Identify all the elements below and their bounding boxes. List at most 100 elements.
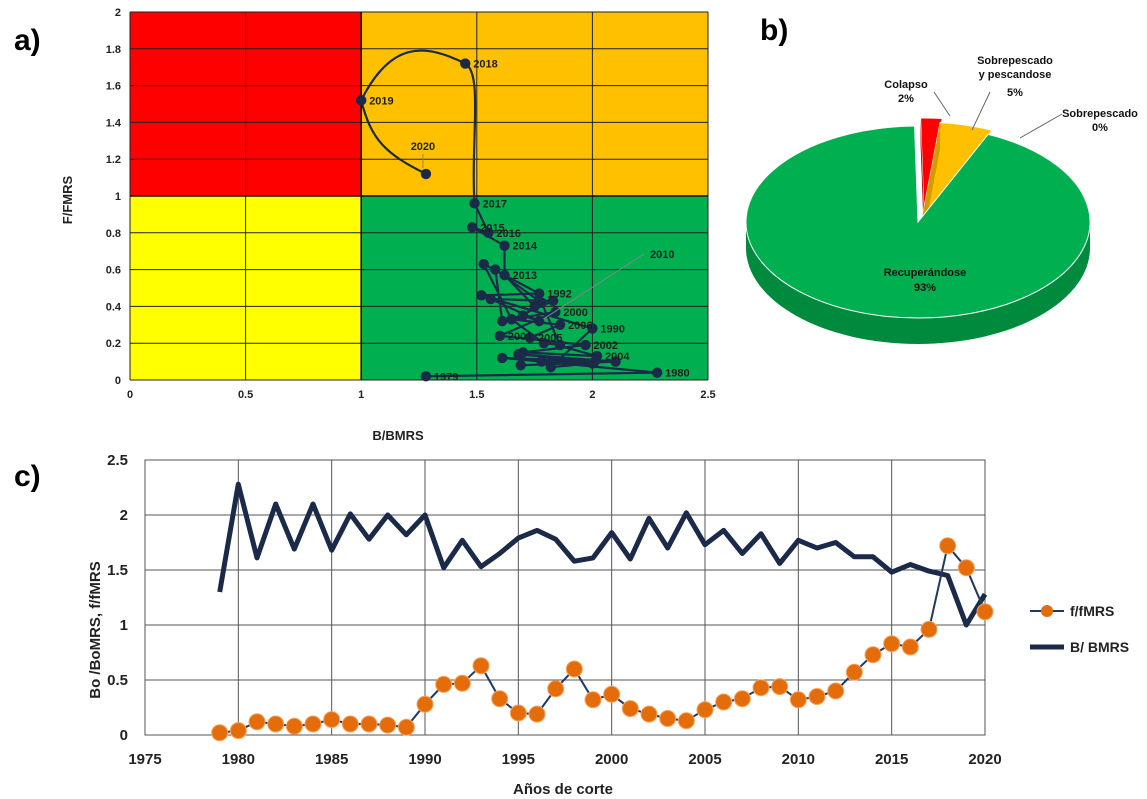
- series-marker-f-fmrs: [379, 716, 397, 734]
- series-marker-f-fmrs: [472, 657, 490, 675]
- kobe-year-label-1980: 1980: [665, 368, 689, 380]
- series-marker-f-fmrs: [565, 660, 583, 678]
- timeseries-x-tick-label: 1975: [128, 751, 161, 768]
- legend-label-b-bmrs: B/ BMRS: [1070, 639, 1129, 655]
- kobe-y-tick-label: 1.4: [106, 117, 122, 129]
- series-marker-f-fmrs: [584, 691, 602, 709]
- timeseries-y-tick-label: 0: [120, 727, 128, 744]
- kobe-year-label-2018: 2018: [473, 59, 497, 71]
- kobe-y-axis-label: F/FMRS: [60, 175, 75, 224]
- kobe-point-1984: [610, 356, 621, 367]
- kobe-point-2011: [517, 310, 529, 321]
- series-marker-f-fmrs: [435, 675, 453, 693]
- series-marker-f-fmrs: [883, 635, 901, 653]
- series-marker-f-fmrs: [696, 701, 714, 719]
- kobe-point-1990: [587, 323, 598, 334]
- kobe-point-1995: [538, 338, 550, 349]
- kobe-x-tick-label: 2: [589, 389, 595, 401]
- kobe-y-tick-label: 1.2: [106, 154, 121, 166]
- pie-leader-colapso: [933, 91, 951, 117]
- timeseries-series: [211, 481, 994, 742]
- timeseries-x-tick-label: 2000: [595, 751, 628, 768]
- series-marker-f-fmrs: [304, 715, 322, 733]
- kobe-year-label-2000: 2000: [563, 307, 587, 319]
- kobe-year-label-1979: 1979: [434, 371, 458, 383]
- kobe-point-1981: [497, 352, 508, 364]
- series-marker-f-fmrs: [341, 715, 359, 733]
- timeseries-gridlines: [144, 459, 986, 736]
- kobe-year-label-2005: 2005: [538, 333, 562, 345]
- series-marker-f-fmrs: [864, 646, 882, 664]
- kobe-y-tick-label: 0.8: [106, 228, 121, 240]
- kobe-y-tick-label: 2: [115, 7, 121, 19]
- series-marker-f-fmrs: [715, 693, 733, 711]
- panel-b-letter: b): [760, 14, 788, 47]
- kobe-points: [356, 58, 663, 382]
- kobe-year-label-2010: 2010: [650, 249, 674, 261]
- series-marker-f-fmrs: [547, 680, 565, 698]
- timeseries-x-tick-label: 2015: [875, 751, 908, 768]
- series-marker-f-fmrs: [957, 559, 975, 577]
- series-marker-f-fmrs: [267, 715, 285, 733]
- kobe-year-label-2004: 2004: [605, 351, 630, 363]
- kobe-zone-orange: [361, 12, 708, 196]
- series-marker-f-fmrs: [939, 537, 957, 555]
- kobe-point-1991: [476, 290, 487, 301]
- pie-pct-sobrepescado: 0%: [1092, 122, 1108, 134]
- timeseries-x-tick-label: 1985: [315, 751, 348, 768]
- kobe-year-label-2001: 2001: [508, 331, 532, 343]
- timeseries-x-axis-label: Años de corte: [513, 781, 613, 798]
- timeseries-y-tick-label: 1.5: [107, 562, 128, 579]
- series-marker-f-fmrs: [621, 700, 639, 718]
- series-marker-f-fmrs: [733, 690, 751, 708]
- kobe-point-2016: [483, 227, 494, 238]
- timeseries-axes: 0 0.5 1 1.5 2 2.5 1975 1980 1985 1990 1995 2000 2005…: [107, 452, 1002, 768]
- timeseries-x-tick-label: 2020: [968, 751, 1001, 768]
- pie-slice-recuper-ndose: [745, 125, 1091, 319]
- series-marker-f-fmrs: [323, 711, 341, 729]
- kobe-x-tick-label: 1.5: [469, 389, 484, 401]
- kobe-point-2004: [591, 350, 603, 362]
- kobe-x-tick-label: 1: [358, 389, 364, 401]
- timeseries-x-tick-label: 1995: [502, 751, 535, 768]
- series-marker-f-fmrs: [845, 663, 863, 681]
- kobe-gridlines: [129, 11, 709, 381]
- pie-label-sobrepescado-y-pescandose-2: y pescandose: [979, 69, 1052, 81]
- series-marker-f-fmrs: [285, 717, 303, 735]
- series-marker-f-fmrs: [827, 682, 845, 700]
- kobe-point-2007: [506, 314, 517, 325]
- kobe-y-tick-label: 0: [115, 375, 121, 387]
- pie-pct-recuperandose: 93%: [914, 282, 936, 294]
- pie-label-sobrepescado: Sobrepescado: [1062, 108, 1138, 120]
- timeseries-x-tick-label: 2010: [782, 751, 815, 768]
- kobe-y-tick-label: 0.2: [106, 338, 121, 350]
- kobe-axes: 0 0.2 0.4 0.6 0.8 1 1.2 1.4 1.6 1.8 2 0 0.5 1 1.5 2 2.5: [106, 7, 716, 401]
- panel-c-letter: c): [14, 460, 41, 493]
- kobe-zones: [130, 12, 708, 380]
- kobe-y-tick-label: 1.6: [106, 81, 121, 93]
- kobe-year-label-1992: 1992: [547, 289, 571, 301]
- pie-pct-sobrepescado-y-pescandose: 5%: [1007, 87, 1023, 99]
- kobe-point-2010: [534, 315, 545, 327]
- series-marker-f-fmrs: [528, 705, 546, 723]
- kobe-y-tick-label: 1: [115, 191, 121, 203]
- series-marker-f-fmrs: [397, 718, 415, 736]
- pie-side-recuperandose: [746, 222, 1090, 344]
- timeseries-x-tick-label: 2005: [688, 751, 721, 768]
- timeseries-y-tick-label: 0.5: [107, 672, 128, 689]
- kobe-point-2005: [524, 332, 536, 343]
- pie-label-sobrepescado-y-pescandose-1: Sobrepescado: [977, 55, 1053, 67]
- series-marker-f-fmrs: [211, 724, 229, 742]
- kobe-point-1980: [651, 367, 663, 378]
- series-marker-f-fmrs: [771, 678, 789, 696]
- kobe-point-2012: [529, 301, 540, 312]
- kobe-point-2014: [499, 240, 510, 251]
- kobe-point-2008: [547, 295, 559, 307]
- kobe-point-2017: [469, 198, 480, 209]
- kobe-point-1998: [490, 264, 501, 275]
- pie-label-recuperandose: Recuperándose: [884, 267, 967, 279]
- kobe-point-1979: [420, 371, 432, 382]
- series-line-b-bmrs: [217, 481, 988, 628]
- series-marker-f-fmrs: [901, 638, 919, 656]
